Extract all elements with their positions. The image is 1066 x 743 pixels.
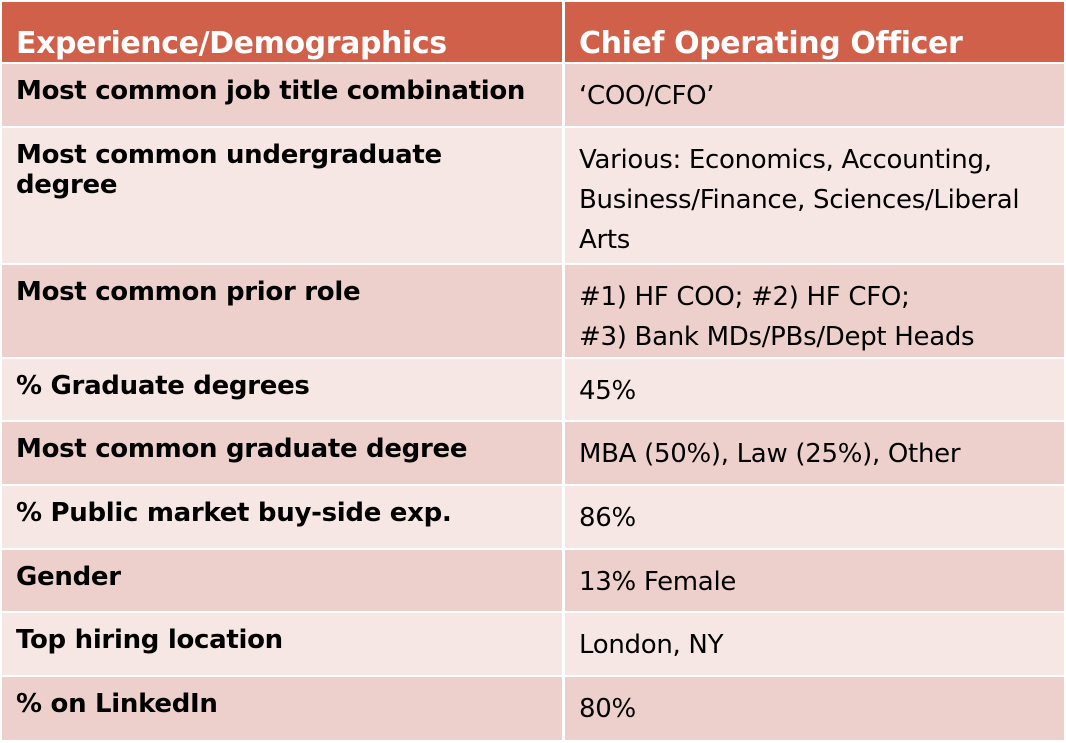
row-label: Gender xyxy=(2,550,565,611)
row-label: Most common job title combination xyxy=(2,64,565,126)
row-value: Various: Economics, Accounting, Business… xyxy=(579,145,1020,255)
row-label: Top hiring location xyxy=(2,613,565,675)
row-value: 86% xyxy=(579,503,636,533)
row-value: #1) HF COO; #2) HF CFO; #3) Bank MDs/PBs… xyxy=(565,265,1064,357)
row-label: % on LinkedIn xyxy=(2,677,565,740)
table-row: Gender 13% Female xyxy=(2,550,1064,613)
row-value: 13% Female xyxy=(579,567,737,597)
table-row: Most common graduate degree MBA (50%), L… xyxy=(2,422,1064,486)
table-row: Top hiring location London, NY xyxy=(2,613,1064,677)
table-row: Most common prior role #1) HF COO; #2) H… xyxy=(2,265,1064,359)
row-value: 80% xyxy=(579,694,636,724)
row-label: Most common undergraduate degree xyxy=(2,128,565,263)
row-value: London, NY xyxy=(579,630,724,660)
table-row: Most common job title combination ‘COO/C… xyxy=(2,64,1064,128)
row-label: % Public market buy-side exp. xyxy=(2,486,565,548)
row-label: % Graduate degrees xyxy=(2,359,565,420)
row-value: 45% xyxy=(579,376,636,406)
row-label: Most common prior role xyxy=(2,265,565,357)
row-label: Most common graduate degree xyxy=(2,422,565,484)
header-chief-operating-officer: Chief Operating Officer xyxy=(579,26,963,61)
row-value: MBA (50%), Law (25%), Other xyxy=(579,439,961,469)
row-value-line: #1) HF COO; #2) HF CFO; xyxy=(579,282,910,312)
table-row: % Public market buy-side exp. 86% xyxy=(2,486,1064,550)
table-header-row: Experience/Demographics Chief Operating … xyxy=(2,2,1064,64)
row-value: ‘COO/CFO’ xyxy=(579,81,715,111)
table-row: % Graduate degrees 45% xyxy=(2,359,1064,422)
row-value-line: #3) Bank MDs/PBs/Dept Heads xyxy=(579,322,975,352)
table-row: Most common undergraduate degree Various… xyxy=(2,128,1064,265)
header-experience-demographics: Experience/Demographics xyxy=(2,2,565,62)
table-row: % on LinkedIn 80% xyxy=(2,677,1064,740)
